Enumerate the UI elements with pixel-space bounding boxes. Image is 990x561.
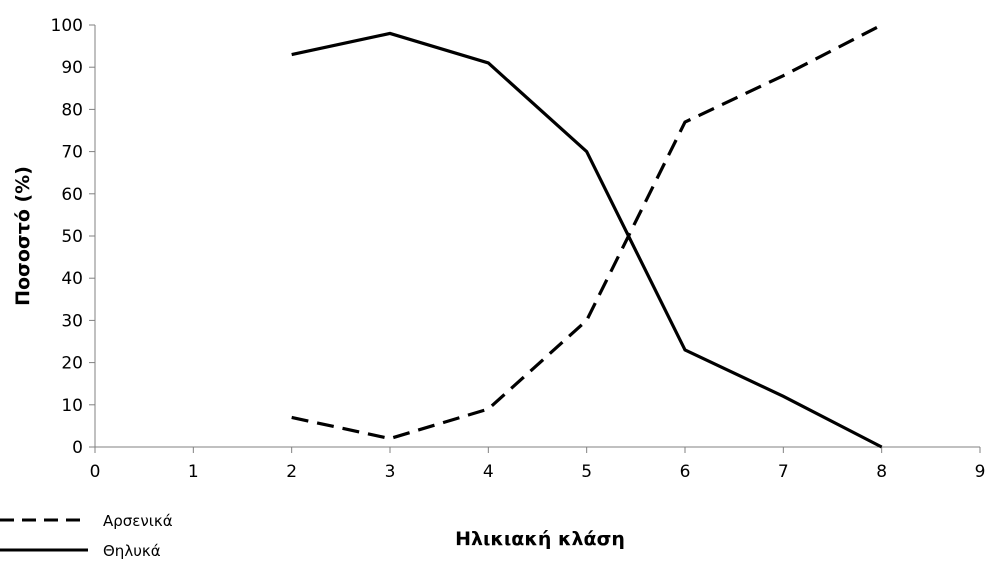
y-tick-label: 40 <box>61 269 83 289</box>
x-tick-label: 4 <box>483 462 494 482</box>
x-tick-label: 7 <box>778 462 789 482</box>
y-tick-label: 10 <box>61 396 83 416</box>
y-tick-label: 100 <box>51 16 83 36</box>
x-tick-label: 5 <box>581 462 592 482</box>
x-tick-label: 6 <box>680 462 691 482</box>
x-tick-label: 2 <box>286 462 297 482</box>
y-tick-label: 30 <box>61 311 83 331</box>
legend: Αρσενικά Θηλυκά <box>0 512 173 560</box>
y-axis-title: Ποσοστό (%) <box>12 166 34 306</box>
x-tick-label: 8 <box>876 462 887 482</box>
y-tick-label: 60 <box>61 185 83 205</box>
y-tick-label: 0 <box>72 438 83 458</box>
series-lines <box>291 23 883 449</box>
y-tick-label: 70 <box>61 143 83 163</box>
y-tick-label: 90 <box>61 58 83 78</box>
x-axis-ticks: 0 1 2 3 4 5 6 7 8 9 <box>90 447 986 482</box>
y-tick-label: 50 <box>61 227 83 247</box>
x-tick-label: 9 <box>975 462 986 482</box>
y-axis-ticks: 0 10 20 30 40 50 60 70 80 90 100 <box>51 16 95 458</box>
series-line-dashed <box>291 23 883 441</box>
legend-label: Αρσενικά <box>103 512 173 530</box>
axes <box>94 25 980 448</box>
x-tick-label: 1 <box>188 462 199 482</box>
x-tick-label: 0 <box>90 462 101 482</box>
series-line-solid <box>291 31 883 449</box>
y-tick-label: 80 <box>61 100 83 120</box>
x-axis-title: Ηλικιακή κλάση <box>455 528 625 550</box>
y-tick-label: 20 <box>61 354 83 374</box>
x-tick-label: 3 <box>385 462 396 482</box>
legend-label: Θηλυκά <box>103 542 161 560</box>
